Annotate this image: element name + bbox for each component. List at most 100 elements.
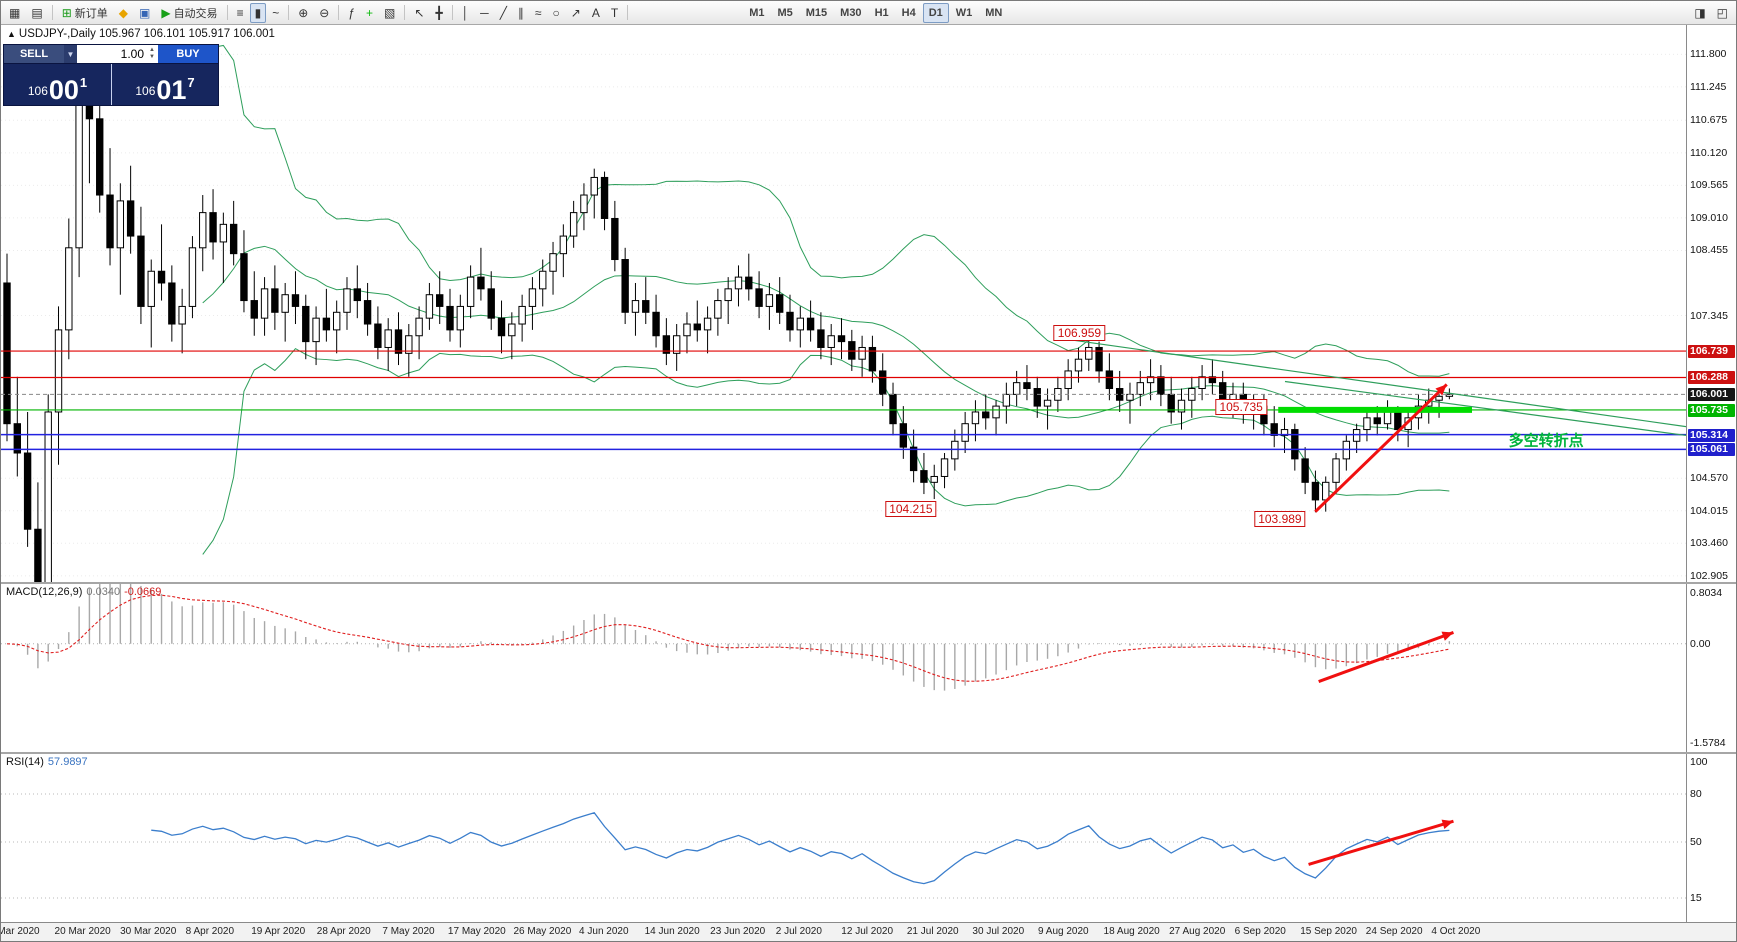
candle	[281, 294, 289, 313]
macd-chart[interactable]	[1, 584, 1686, 752]
timeframe-w1-button[interactable]: W1	[950, 3, 979, 23]
order-type-dropdown[interactable]: ▼	[64, 45, 77, 63]
zoom-in-button[interactable]: ⊕	[293, 3, 313, 23]
autotrading-button-label: 自动交易	[173, 7, 218, 20]
volume-up-button[interactable]: ▲	[149, 47, 155, 54]
rsi-panel: RSI(14) 57.9897 100 80 50 15	[1, 752, 1736, 922]
templates-button[interactable]: ▧	[379, 3, 400, 23]
rsi-plot[interactable]: RSI(14) 57.9897	[1, 754, 1686, 922]
arrows-tool-button[interactable]: ↗	[566, 3, 586, 23]
candle	[539, 270, 547, 290]
trend-arrow[interactable]	[1318, 631, 1454, 683]
timeframe-d1-button[interactable]: D1	[922, 2, 949, 23]
autotrading-icon: ▶	[161, 5, 171, 20]
sell-price[interactable]: 106 00 1	[4, 64, 111, 105]
rsi-chart[interactable]	[1, 754, 1686, 922]
templates-icon: ▧	[384, 5, 396, 20]
candle	[219, 223, 228, 243]
add-indicator-button[interactable]: +	[361, 3, 378, 23]
timeframe-h1-button[interactable]: H1	[869, 3, 895, 23]
rsi-axis[interactable]: 100 80 50 15	[1686, 754, 1736, 922]
autotrading-button[interactable]: ▶ 自动交易	[156, 3, 222, 23]
timeframe-m5-button[interactable]: M5	[771, 3, 798, 23]
macd-label: MACD(12,26,9) 0.0340 -0.0669	[6, 586, 161, 598]
volume-input[interactable]	[77, 47, 146, 61]
toolbar: ▦ ▤ ⊞ 新订单 ◆ ▣ ▶ 自动交易 ≡ ▮ ~ ⊕ ⊖ ƒ + ▧ ↖ ╋ │ ─ ╱ ∥ ≈ ○ ↗ A T M1 M5 M15 M…	[1, 1, 1736, 25]
timeframe-m15-button[interactable]: M15	[800, 3, 833, 23]
trend-arrow[interactable]	[1308, 819, 1454, 866]
trendline-button[interactable]: ╱	[495, 3, 512, 23]
bar-chart-button[interactable]: ≡	[232, 3, 249, 23]
candle	[1322, 481, 1330, 501]
channel-button[interactable]: ∥	[513, 3, 529, 23]
candlestick-chart[interactable]	[1, 25, 1686, 582]
candle	[745, 276, 753, 290]
candle	[1085, 346, 1093, 360]
price-axis-label: 103.460	[1690, 537, 1728, 550]
macd-signal-value: -0.0669	[124, 586, 162, 598]
price-axis-label: 102.905	[1690, 569, 1728, 582]
time-axis-label: 4 Jun 2020	[579, 926, 629, 937]
macd-axis[interactable]: 0.8034 0.00 -1.5784	[1686, 584, 1736, 752]
new-order-button[interactable]: ⊞ 新订单	[57, 3, 113, 23]
metaquotes-button[interactable]: ◆	[114, 3, 133, 23]
shapes-button[interactable]: ○	[548, 3, 565, 23]
candle	[1445, 393, 1454, 397]
layout-button[interactable]: ◰	[1712, 3, 1733, 23]
timeframe-m30-button[interactable]: M30	[834, 3, 867, 23]
toolbar-separator	[451, 5, 453, 20]
terminal-button[interactable]: ▣	[134, 3, 155, 23]
time-axis[interactable]: 1 Mar 2020 20 Mar 2020 30 Mar 2020 8 Apr 20…	[1, 922, 1736, 941]
candle	[96, 118, 104, 196]
crosshair-button[interactable]: ╋	[430, 3, 447, 23]
candle	[611, 217, 619, 261]
buy-button[interactable]: BUY	[158, 45, 218, 63]
toolbar-separator	[51, 5, 53, 20]
price-axis-label: 0.8034	[1690, 587, 1723, 600]
sell-button[interactable]: SELL	[4, 45, 64, 63]
indicators-button[interactable]: ƒ	[343, 3, 360, 23]
price-axis[interactable]: 111.800 111.245 110.675 110.120 109.565 109.0…	[1686, 25, 1736, 582]
candle	[343, 288, 351, 313]
price-axis-label: -1.5784	[1690, 737, 1726, 750]
trend-arrow[interactable]	[1314, 383, 1448, 513]
candlestick-chart-button[interactable]: ▮	[249, 2, 267, 23]
docking-button[interactable]: ◨	[1689, 3, 1710, 23]
horizontal-lines[interactable]	[1, 350, 1686, 451]
timeframe-m1-button[interactable]: M1	[743, 3, 770, 23]
horizontal-line-button[interactable]: ─	[475, 3, 494, 23]
sell-price-pip-digit: 1	[79, 75, 88, 90]
candle	[600, 176, 609, 219]
candle	[137, 235, 145, 307]
text-label-button[interactable]: T	[606, 3, 623, 23]
new-chart-button[interactable]: ▦	[4, 3, 25, 23]
line-chart-button[interactable]: ~	[267, 3, 284, 23]
cursor-button[interactable]: ↖	[409, 3, 429, 23]
main-chart-plot[interactable]: ▲ USDJPY-,Daily 105.967 106.101 105.917 1…	[1, 25, 1686, 582]
text-button[interactable]: A	[587, 3, 605, 23]
candle	[1074, 358, 1083, 372]
buy-price-handle: 106	[135, 84, 156, 98]
candle	[456, 305, 465, 331]
timeframe-mn-button[interactable]: MN	[979, 3, 1008, 23]
fibonacci-button[interactable]: ≈	[530, 3, 547, 23]
candle	[291, 294, 300, 307]
zoom-out-button[interactable]: ⊖	[314, 3, 334, 23]
timeframe-m15-button-label: M15	[805, 6, 828, 19]
candle	[1126, 393, 1134, 401]
timeframe-h4-button[interactable]: H4	[896, 3, 922, 23]
vertical-line-button[interactable]: │	[457, 3, 475, 23]
candle	[116, 200, 125, 249]
volume-down-button[interactable]: ▼	[149, 54, 155, 60]
candle	[1394, 411, 1402, 431]
candle	[75, 100, 83, 249]
buy-price[interactable]: 106 01 7	[111, 64, 218, 105]
profiles-button[interactable]: ▤	[26, 3, 47, 23]
candle	[1177, 399, 1186, 413]
macd-plot[interactable]: MACD(12,26,9) 0.0340 -0.0669	[1, 584, 1686, 752]
buy-price-big-digits: 01	[156, 74, 187, 105]
time-axis-label: 28 Apr 2020	[316, 926, 371, 937]
candlestick-chart-icon: ▮	[254, 5, 262, 20]
trendlines[interactable]	[1062, 338, 1686, 437]
